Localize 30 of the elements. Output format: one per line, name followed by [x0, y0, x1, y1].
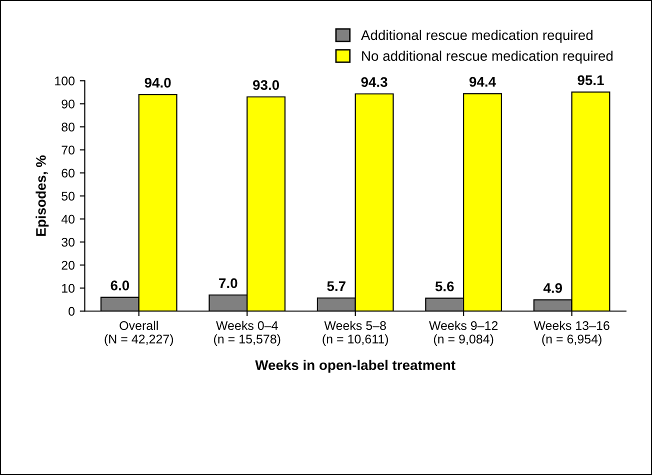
- data-label: 6.0: [110, 280, 130, 290]
- y-tick-label: 0: [68, 306, 75, 316]
- x-tick-label: Weeks 0–4 (n = 15,578): [214, 320, 280, 346]
- data-label: 94.3: [361, 77, 388, 87]
- y-tick-label: 20: [62, 260, 75, 270]
- x-axis-title: Weeks in open-label treatment: [255, 360, 456, 373]
- x-tick-label: Weeks 9–12 (n = 9,084): [428, 320, 498, 346]
- data-label: 95.1: [578, 75, 604, 86]
- y-tick-label: 40: [61, 214, 75, 224]
- data-label: 5.6: [435, 281, 454, 292]
- legend-label: No additional rescue medication required: [362, 50, 613, 64]
- y-tick-label: 10: [62, 284, 75, 293]
- data-label: 94.0: [144, 78, 171, 88]
- data-label: 7.0: [219, 278, 238, 288]
- y-tick-label: 90: [62, 100, 75, 108]
- y-tick-label: 80: [62, 122, 75, 132]
- data-label: 4.9: [543, 283, 562, 293]
- y-tick-label: 30: [62, 238, 75, 247]
- y-tick-label: 50: [62, 192, 75, 201]
- y-axis-title: Episodes, %: [36, 155, 49, 236]
- y-tick-label: 60: [62, 168, 75, 178]
- data-label: 93.0: [253, 80, 279, 90]
- x-tick-label: Weeks 13–16 (n = 6,954): [534, 320, 610, 346]
- data-label: 5.7: [327, 281, 346, 292]
- y-tick-label: 100: [55, 76, 75, 86]
- y-tick-label: 70: [62, 146, 75, 155]
- data-label: 94.4: [469, 76, 496, 87]
- legend-label: Additional rescue medication required: [361, 30, 592, 43]
- x-tick-label: Overall (N = 42,227): [104, 320, 174, 346]
- x-tick-label: Weeks 5–8 (n = 10,611): [322, 320, 388, 346]
